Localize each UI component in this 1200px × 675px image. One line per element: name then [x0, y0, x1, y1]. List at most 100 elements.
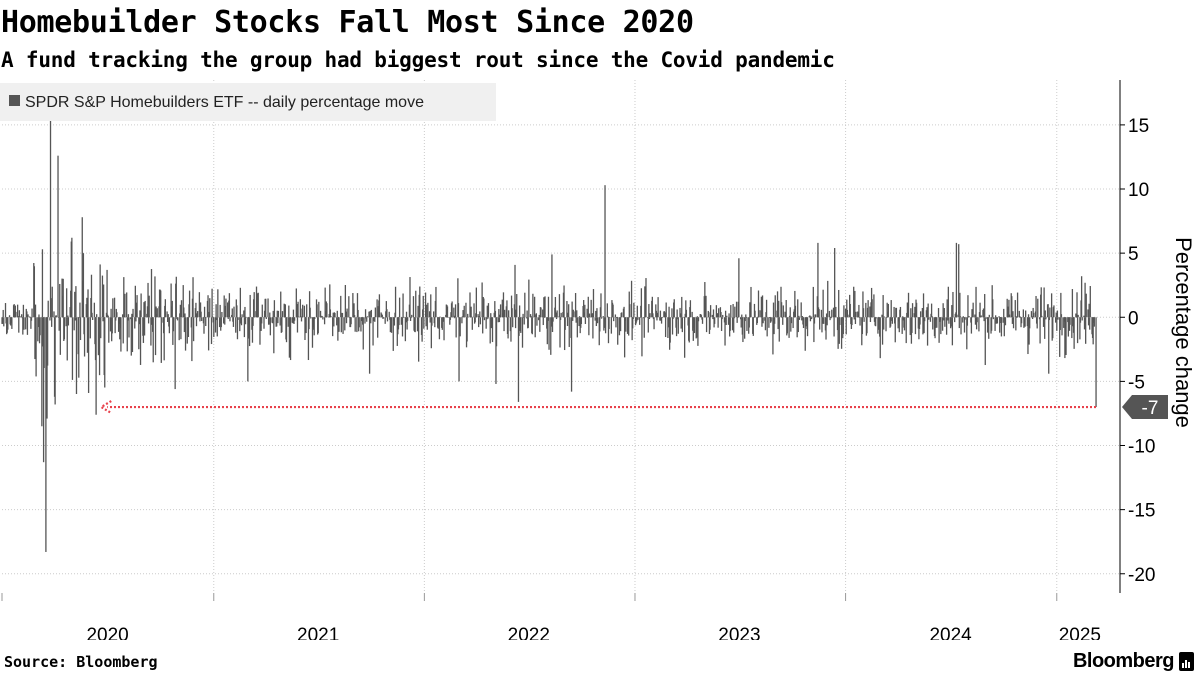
daily-move-bar	[1037, 298, 1039, 318]
daily-move-bar	[697, 317, 699, 346]
daily-move-bar	[100, 317, 102, 339]
daily-move-bar	[67, 317, 70, 326]
daily-move-bar	[752, 317, 754, 336]
daily-move-bar	[572, 317, 574, 321]
daily-move-bar	[15, 311, 17, 318]
daily-move-bar	[964, 317, 966, 320]
daily-move-bar	[590, 299, 592, 318]
daily-move-bar	[923, 317, 925, 334]
daily-move-bar	[842, 317, 844, 335]
daily-move-bar	[586, 308, 588, 318]
daily-move-bar	[823, 317, 825, 324]
daily-move-bar	[665, 302, 667, 318]
daily-move-bar	[521, 317, 524, 348]
daily-move-bar	[120, 317, 122, 352]
daily-move-bar	[636, 317, 638, 322]
daily-move-bar	[568, 304, 570, 318]
daily-move-bar	[150, 317, 152, 346]
daily-move-bar	[57, 155, 59, 318]
daily-move-bar	[454, 304, 457, 318]
daily-move-bar	[691, 311, 693, 318]
daily-move-bar	[346, 308, 348, 318]
daily-move-bar	[427, 302, 429, 318]
daily-move-bar	[219, 304, 221, 318]
daily-move-bar	[463, 305, 465, 318]
daily-move-bar	[382, 317, 385, 319]
daily-move-bar	[1049, 307, 1051, 318]
daily-move-bar	[777, 317, 779, 330]
daily-move-bar	[588, 313, 591, 318]
daily-move-bar	[336, 310, 338, 318]
daily-move-bar	[124, 293, 126, 318]
daily-move-bar	[1056, 310, 1059, 318]
daily-move-bar	[712, 309, 715, 318]
daily-move-bar	[648, 304, 650, 318]
daily-move-bar	[640, 288, 643, 318]
daily-move-bar	[485, 317, 487, 329]
daily-move-bar	[443, 317, 445, 341]
daily-move-bar	[370, 317, 372, 324]
daily-move-bar	[34, 317, 36, 360]
x-tick-label: 2025	[1059, 625, 1101, 640]
daily-move-bar	[778, 317, 780, 342]
daily-move-bar	[988, 314, 990, 318]
daily-move-bar	[735, 301, 738, 318]
daily-move-bar	[600, 317, 603, 319]
daily-move-bar	[45, 317, 47, 552]
daily-move-bar	[862, 308, 865, 318]
daily-move-bar	[696, 317, 698, 338]
daily-move-bar	[83, 317, 86, 357]
daily-move-bar	[1027, 317, 1029, 355]
daily-move-bar	[358, 317, 360, 328]
daily-move-bar	[87, 317, 90, 393]
daily-move-bar	[58, 317, 60, 331]
daily-move-bar	[79, 302, 81, 318]
daily-move-bar	[91, 317, 94, 320]
daily-move-bar	[683, 317, 686, 358]
daily-move-bar	[82, 253, 85, 318]
daily-move-bar	[511, 308, 513, 318]
daily-move-bar	[906, 302, 909, 318]
daily-move-bar	[552, 317, 554, 322]
daily-move-bar	[596, 317, 599, 324]
daily-move-bar	[538, 317, 540, 321]
daily-move-bar	[14, 305, 16, 318]
daily-move-bar	[851, 317, 853, 326]
daily-move-bar	[578, 317, 580, 327]
daily-move-bar	[780, 302, 783, 318]
daily-move-bar	[905, 317, 907, 344]
daily-move-bar	[392, 317, 394, 351]
daily-move-bar	[260, 317, 262, 331]
daily-move-bar	[995, 315, 997, 318]
daily-move-bar	[348, 296, 350, 318]
daily-move-bar	[879, 317, 881, 359]
daily-move-bar	[753, 303, 756, 318]
daily-move-bar	[478, 317, 480, 328]
daily-move-bar	[648, 317, 651, 320]
daily-move-bar	[887, 303, 889, 318]
daily-move-bar	[745, 314, 747, 318]
daily-move-bar	[265, 298, 267, 318]
daily-move-bar	[369, 311, 371, 318]
daily-move-bar	[800, 302, 802, 318]
daily-move-bar	[416, 317, 419, 332]
daily-move-bar	[914, 306, 916, 318]
daily-move-bar	[922, 293, 925, 318]
daily-move-bar	[121, 314, 124, 318]
daily-move-bar	[983, 317, 985, 322]
daily-move-bar	[645, 278, 647, 318]
daily-move-bar	[305, 317, 307, 334]
daily-move-bar	[838, 317, 840, 344]
daily-move-bar	[782, 305, 784, 318]
daily-move-bar	[400, 317, 402, 325]
daily-move-bar	[178, 317, 180, 341]
daily-move-bar	[821, 317, 823, 333]
daily-move-bar	[651, 296, 653, 318]
daily-move-bar	[104, 317, 106, 388]
daily-move-bar	[1044, 317, 1046, 339]
daily-move-bar	[280, 291, 282, 318]
daily-move-bar	[453, 317, 456, 319]
daily-move-bar	[599, 317, 601, 332]
daily-move-bar	[922, 317, 924, 335]
